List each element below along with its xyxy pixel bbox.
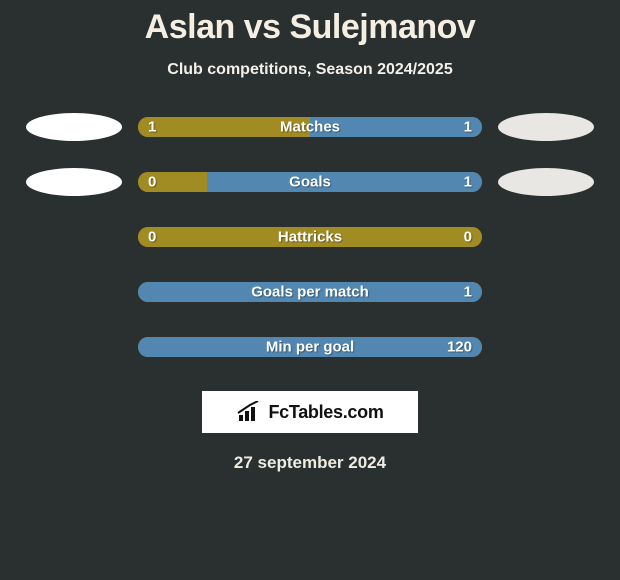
stat-value-right: 1 xyxy=(464,284,472,301)
date: 27 september 2024 xyxy=(0,453,620,473)
stat-value-left: 0 xyxy=(148,174,156,191)
stat-value-right: 0 xyxy=(464,229,472,246)
team-badge-right xyxy=(498,168,594,196)
team-badge-left xyxy=(26,278,122,306)
team-badge-right xyxy=(498,333,594,361)
brand-logo: FcTables.com xyxy=(202,391,418,433)
team-badge-left xyxy=(26,113,122,141)
stat-bar: 0 Goals 1 xyxy=(138,172,482,192)
stat-label: Goals per match xyxy=(251,284,369,301)
team-badge-left xyxy=(26,223,122,251)
stat-label: Goals xyxy=(289,174,331,191)
subtitle: Club competitions, Season 2024/2025 xyxy=(0,61,620,79)
stat-value-left: 0 xyxy=(148,229,156,246)
chart-icon xyxy=(236,401,262,423)
stat-row: 0 Goals 1 xyxy=(0,168,620,196)
stat-bar: 1 Matches 1 xyxy=(138,117,482,137)
stat-row: 0 Hattricks 0 xyxy=(0,223,620,251)
stat-value-left: 1 xyxy=(148,119,156,136)
stat-row: Goals per match 1 xyxy=(0,278,620,306)
team-badge-left xyxy=(26,168,122,196)
team-badge-right xyxy=(498,223,594,251)
stat-bar: Goals per match 1 xyxy=(138,282,482,302)
bar-segment-right xyxy=(207,172,482,192)
page-title: Aslan vs Sulejmanov xyxy=(0,8,620,47)
team-badge-right xyxy=(498,278,594,306)
stat-label: Hattricks xyxy=(278,229,342,246)
stat-bar: Min per goal 120 xyxy=(138,337,482,357)
brand-text: FcTables.com xyxy=(268,402,383,423)
stat-row: Min per goal 120 xyxy=(0,333,620,361)
stat-rows: 1 Matches 1 0 Goals 1 0 Hattricks 0 Goals per mat… xyxy=(0,113,620,361)
stat-value-right: 1 xyxy=(464,174,472,191)
team-badge-right xyxy=(498,113,594,141)
stat-label: Matches xyxy=(280,119,340,136)
stat-label: Min per goal xyxy=(266,339,354,356)
stat-bar: 0 Hattricks 0 xyxy=(138,227,482,247)
header: Aslan vs Sulejmanov Club competitions, S… xyxy=(0,0,620,79)
stat-value-right: 120 xyxy=(447,339,472,356)
team-badge-left xyxy=(26,333,122,361)
stat-row: 1 Matches 1 xyxy=(0,113,620,141)
stat-value-right: 1 xyxy=(464,119,472,136)
